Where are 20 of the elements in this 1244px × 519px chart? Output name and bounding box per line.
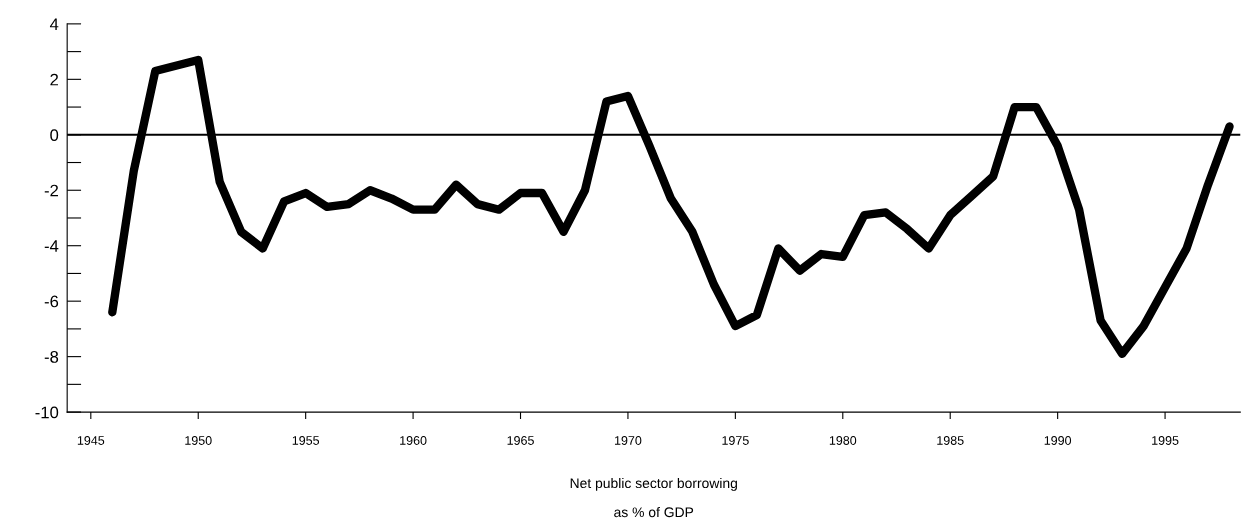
y-tick-label: -6 xyxy=(44,295,59,308)
y-tick-label: 0 xyxy=(50,129,59,141)
y-tick-label: -10 xyxy=(35,406,59,419)
x-tick-label: 1965 xyxy=(507,436,534,445)
y-tick-label: -8 xyxy=(44,351,59,363)
x-tick-label: 1980 xyxy=(829,436,857,445)
x-tick-label: 1955 xyxy=(292,436,320,445)
x-tick-label: 1995 xyxy=(1152,436,1179,445)
y-tick-label: -2 xyxy=(44,184,59,197)
x-tick-label: 1945 xyxy=(77,436,105,445)
y-tick-label: 4 xyxy=(49,18,59,30)
x-tick-label: 1990 xyxy=(1044,436,1072,445)
x-tick-label: 1950 xyxy=(185,436,212,445)
x-tick-label: 1970 xyxy=(614,436,642,445)
y-tick-label: -4 xyxy=(44,240,59,252)
x-axis-title: Net public sector borrowing as % of GDP xyxy=(570,477,737,518)
y-tick-label: 2 xyxy=(50,73,59,86)
x-tick-label: 1960 xyxy=(400,436,427,445)
x-tick-label: 1975 xyxy=(722,436,749,445)
x-tick-label: 1985 xyxy=(937,436,964,445)
